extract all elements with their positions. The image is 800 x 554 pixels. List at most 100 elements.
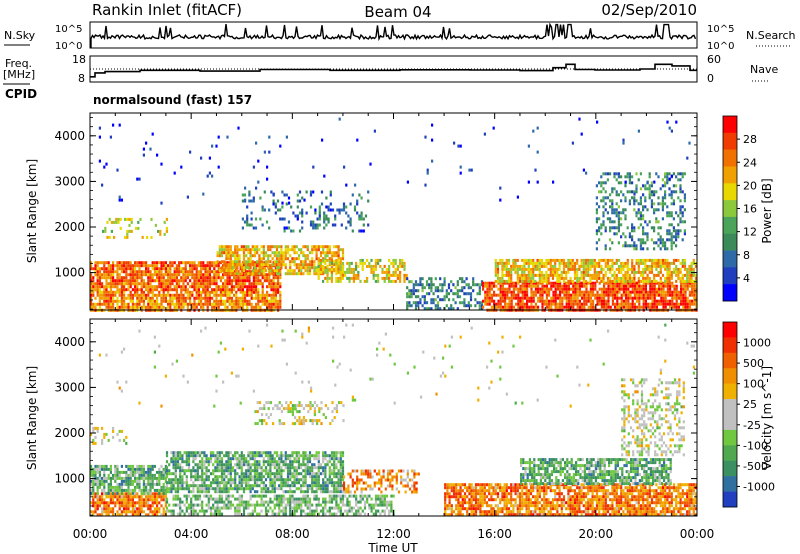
scatter-cell <box>670 273 673 277</box>
scatter-cell <box>664 261 667 265</box>
scatter-cell <box>142 153 145 157</box>
scatter-cell <box>335 272 338 276</box>
scatter-cell <box>101 276 104 280</box>
scatter-cell <box>103 276 106 280</box>
scatter-cell <box>470 168 473 172</box>
scatter-cell <box>552 296 555 300</box>
scatter-cell <box>668 273 671 277</box>
scatter-cell <box>242 254 246 258</box>
scatter-cell <box>193 305 196 309</box>
scatter-cell <box>602 276 605 280</box>
scatter-cell <box>325 223 328 227</box>
scatter-cell <box>182 302 185 306</box>
scatter-cell <box>256 503 259 507</box>
scatter-cell <box>662 305 665 309</box>
scatter-cell <box>108 217 111 221</box>
scatter-cell <box>208 282 211 286</box>
scatter-cell <box>120 299 123 303</box>
scatter-cell <box>147 290 150 294</box>
scatter-cell <box>258 503 261 507</box>
scatter-cell <box>633 247 636 251</box>
station-title: Rankin Inlet (fitACF) <box>92 1 242 19</box>
scatter-cell <box>655 299 658 303</box>
scatter-cell <box>611 293 614 297</box>
scatter-cell <box>308 251 312 255</box>
scatter-cell <box>190 506 193 510</box>
scatter-cell <box>536 126 539 130</box>
scatter-cell <box>580 270 583 274</box>
scatter-cell <box>234 245 237 249</box>
scatter-cell <box>335 269 338 273</box>
scatter-cell <box>624 235 627 239</box>
scatter-cell <box>683 199 686 203</box>
scatter-cell <box>417 289 420 293</box>
scatter-cell <box>629 293 632 297</box>
scatter-cell <box>679 172 682 176</box>
scatter-cell <box>147 285 150 289</box>
scatter-cell <box>430 289 433 293</box>
scatter-cell <box>326 276 329 280</box>
scatter-cell <box>194 512 197 516</box>
scatter-cell <box>419 277 422 281</box>
scatter-cell <box>211 276 214 280</box>
scatter-cell <box>493 284 496 288</box>
scatter-cell <box>532 270 535 274</box>
scatter-cell <box>496 264 500 268</box>
scatter-cell <box>675 293 678 297</box>
scatter-cell <box>293 263 296 267</box>
scatter-cell <box>526 284 529 288</box>
scatter-cell <box>123 498 126 502</box>
scatter-cell <box>273 494 276 498</box>
scatter-cell <box>295 272 298 276</box>
scatter-cell <box>118 267 121 271</box>
scatter-cell <box>175 293 178 297</box>
scatter-cell <box>530 305 533 309</box>
scatter-cell <box>153 513 156 517</box>
scatter-cell <box>525 267 528 271</box>
scatter-cell <box>368 261 371 265</box>
scatter-cell <box>136 299 139 303</box>
scatter-cell <box>282 497 285 501</box>
scatter-cell <box>620 235 623 239</box>
scatter-cell <box>659 267 662 271</box>
scatter-cell <box>158 276 161 280</box>
scatter-cell <box>293 248 296 252</box>
scatter-cell <box>219 296 222 300</box>
scatter-cell <box>357 264 360 268</box>
scatter-cell <box>184 285 187 289</box>
scatter-cell <box>136 501 139 505</box>
scatter-cell <box>507 276 511 280</box>
scatter-cell <box>497 287 500 291</box>
scatter-cell <box>149 476 152 480</box>
scatter-cell <box>668 261 671 265</box>
scatter-cell <box>268 282 271 286</box>
scatter-cell <box>109 492 112 496</box>
scatter-cell <box>693 302 696 306</box>
scatter-cell <box>591 276 594 280</box>
scatter-cell <box>289 503 292 507</box>
scatter-cell <box>637 276 640 280</box>
scatter-cell <box>352 276 355 280</box>
scatter-cell <box>565 299 568 303</box>
scatter-cell <box>680 284 683 288</box>
scatter-cell <box>139 217 142 221</box>
scatter-cell <box>401 258 404 262</box>
scatter-cell <box>279 276 282 280</box>
scatter-cell <box>644 281 647 285</box>
scatter-cell <box>578 267 581 271</box>
scatter-cell <box>266 279 269 283</box>
scatter-cell <box>661 258 665 262</box>
scatter-cell <box>237 285 240 289</box>
scatter-cell <box>244 198 247 202</box>
scatter-cell <box>456 280 459 284</box>
scatter-cell <box>178 273 181 277</box>
scatter-cell <box>173 273 176 277</box>
scatter-cell <box>639 279 643 283</box>
scatter-cell <box>693 281 696 285</box>
scatter-cell <box>570 296 573 300</box>
scatter-cell <box>213 264 216 268</box>
scatter-cell <box>120 302 123 306</box>
scatter-cell <box>193 296 196 300</box>
scatter-cell <box>217 273 220 277</box>
scatter-cell <box>236 503 239 507</box>
